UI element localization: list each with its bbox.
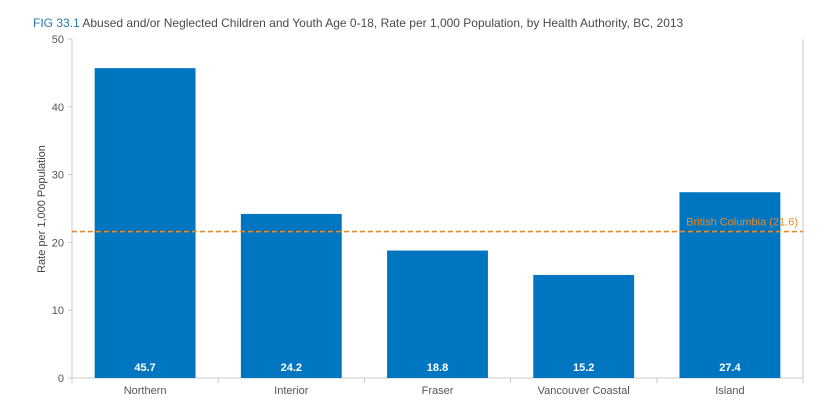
y-tick-label: 50 bbox=[52, 34, 64, 46]
y-axis-label: Rate per 1,000 Population bbox=[36, 145, 48, 273]
x-tick-label: Fraser bbox=[422, 385, 454, 397]
x-tick-label: Northern bbox=[124, 385, 167, 397]
y-tick-label: 10 bbox=[52, 305, 64, 317]
bar-value-label: 15.2 bbox=[573, 362, 594, 374]
bar bbox=[533, 274, 635, 378]
chart-bars: 45.7 24.2 18.8 15.2 27.4 bbox=[94, 68, 781, 379]
y-tick-label: 20 bbox=[52, 237, 64, 249]
figure-title: Abused and/or Neglected Children and You… bbox=[82, 16, 684, 30]
y-tick-label: 0 bbox=[58, 373, 64, 385]
bar bbox=[679, 192, 781, 378]
x-tick-label: Vancouver Coastal bbox=[538, 385, 630, 397]
reference-line-group: British Columbia (21.6) bbox=[72, 217, 803, 233]
bar-value-label: 45.7 bbox=[134, 362, 155, 374]
reference-line-label: British Columbia (21.6) bbox=[686, 217, 798, 229]
x-tick-label: Island bbox=[715, 385, 744, 397]
bar bbox=[94, 68, 196, 379]
y-tick-label: 30 bbox=[52, 170, 64, 182]
bar bbox=[240, 213, 342, 378]
chart-title: FIG 33.1 Abused and/or Neglected Childre… bbox=[33, 16, 683, 30]
bar-value-label: 24.2 bbox=[281, 362, 302, 374]
figure-number: FIG 33.1 bbox=[33, 16, 80, 30]
bar-value-label: 27.4 bbox=[719, 362, 741, 374]
bar bbox=[387, 250, 488, 378]
y-tick-label: 40 bbox=[52, 102, 64, 114]
bar-value-label: 18.8 bbox=[427, 362, 448, 374]
x-tick-label: Interior bbox=[274, 385, 309, 397]
